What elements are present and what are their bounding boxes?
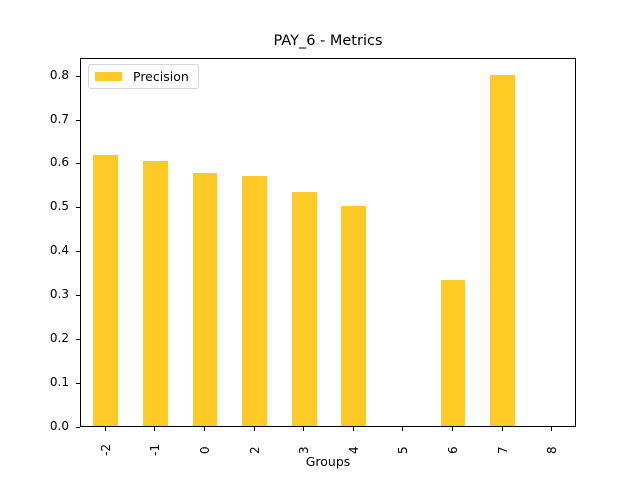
- x-tick-mark: [452, 427, 453, 431]
- y-tick-label: 0.0: [49, 419, 69, 433]
- x-tick-mark: [154, 427, 156, 431]
- bar-0: [192, 172, 218, 426]
- legend: Precision: [88, 64, 199, 89]
- y-tick-label: 0.6: [49, 155, 69, 170]
- y-tick-mark: [76, 339, 80, 341]
- y-tick-label: 0.5: [49, 199, 69, 214]
- legend-swatch-precision: [95, 72, 122, 81]
- y-tick-mark: [76, 427, 80, 428]
- y-tick-label: 0.4: [49, 243, 69, 258]
- legend-label-precision: Precision: [133, 69, 189, 84]
- bar-4: [341, 206, 367, 426]
- y-tick-label: 0.8: [49, 67, 69, 82]
- y-tick-mark: [76, 251, 80, 253]
- bar--2: [93, 155, 119, 426]
- y-tick-label: 0.7: [49, 111, 69, 126]
- plot-area: [80, 58, 576, 427]
- x-tick-mark: [303, 427, 305, 431]
- x-tick-mark: [551, 427, 553, 431]
- y-tick-mark: [76, 163, 80, 165]
- x-tick-mark: [352, 427, 354, 431]
- y-tick-mark: [76, 207, 80, 209]
- bar-7: [490, 74, 515, 426]
- x-tick-mark: [204, 427, 205, 431]
- y-tick-label: 0.3: [49, 287, 69, 302]
- y-tick-mark: [76, 119, 80, 121]
- y-tick-mark: [76, 75, 80, 77]
- y-tick-label: 0.1: [49, 375, 69, 390]
- y-tick-mark: [76, 295, 80, 297]
- y-tick-label: 0.2: [49, 331, 69, 346]
- x-tick-mark: [104, 427, 106, 431]
- bar-6: [440, 279, 466, 426]
- bar-3: [291, 192, 317, 426]
- chart-title: PAY_6 - Metrics: [273, 33, 383, 49]
- x-tick-mark: [402, 427, 404, 431]
- bar-2: [242, 175, 267, 426]
- x-tick-mark: [501, 427, 503, 431]
- x-axis-label: Groups: [305, 454, 351, 469]
- y-tick-mark: [76, 383, 80, 385]
- x-tick-mark: [253, 427, 255, 431]
- bar--1: [143, 161, 168, 426]
